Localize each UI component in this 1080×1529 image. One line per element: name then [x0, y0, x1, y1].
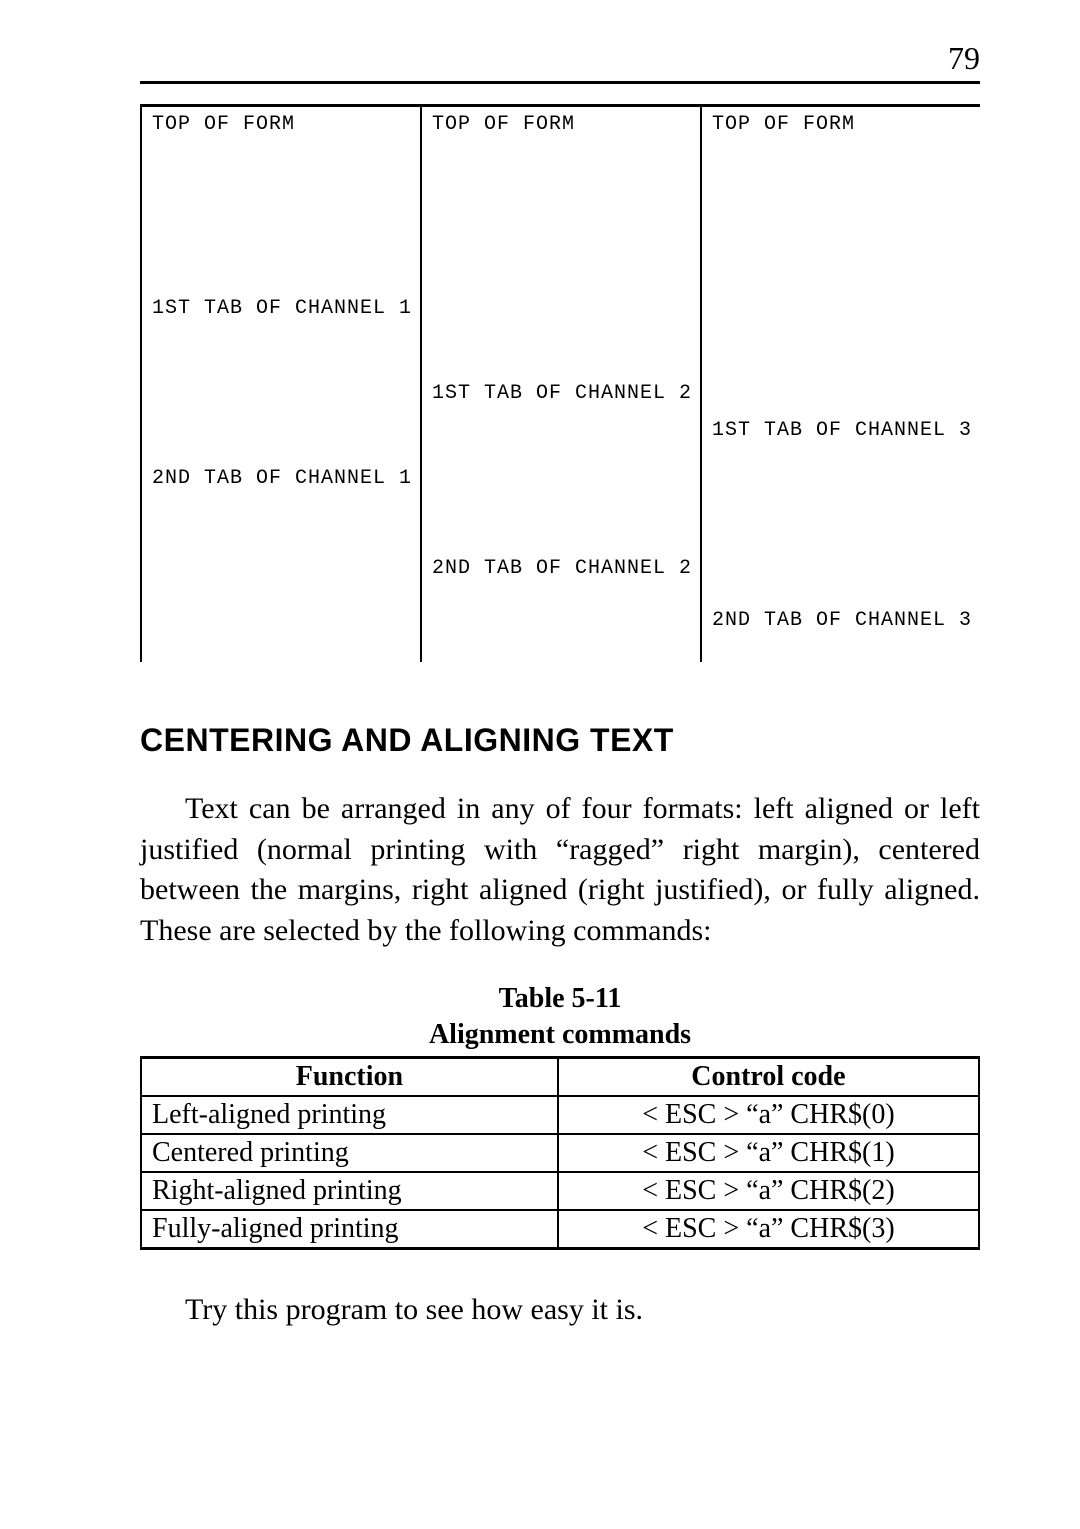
intro-paragraph: Text can be arranged in any of four form… — [140, 789, 980, 951]
table-row: Right-aligned printing < ESC > “a” CHR$(… — [141, 1172, 979, 1210]
table-row: Centered printing < ESC > “a” CHR$(1) — [141, 1134, 979, 1172]
diagram-col-2: TOP OF FORM 1ST TAB OF CHANNEL 2 2ND TAB… — [420, 107, 700, 662]
col1-tab1: 1ST TAB OF CHANNEL 1 — [152, 297, 412, 320]
col3-tab2: 2ND TAB OF CHANNEL 3 — [712, 609, 972, 632]
table-row: Fully-aligned printing < ESC > “a” CHR$(… — [141, 1210, 979, 1249]
page-number: 79 — [948, 40, 980, 76]
col2-tab1: 1ST TAB OF CHANNEL 2 — [432, 382, 692, 405]
col2-tab2: 2ND TAB OF CHANNEL 2 — [432, 557, 692, 580]
cell-code: < ESC > “a” CHR$(2) — [558, 1172, 979, 1210]
cell-function: Centered printing — [141, 1134, 558, 1172]
closing-paragraph: Try this program to see how easy it is. — [140, 1290, 980, 1331]
th-function: Function — [141, 1057, 558, 1096]
cell-code: < ESC > “a” CHR$(0) — [558, 1096, 979, 1134]
alignment-commands-table: Function Control code Left-aligned print… — [140, 1056, 980, 1250]
table-label: Table 5-11 — [499, 983, 622, 1014]
col1-top-of-form: TOP OF FORM — [152, 113, 295, 136]
cell-function: Left-aligned printing — [141, 1096, 558, 1134]
page: 79 TOP OF FORM 1ST TAB OF CHANNEL 1 2ND … — [0, 0, 1080, 1529]
cell-code: < ESC > “a” CHR$(3) — [558, 1210, 979, 1249]
col3-tab1: 1ST TAB OF CHANNEL 3 — [712, 419, 972, 442]
cell-function: Right-aligned printing — [141, 1172, 558, 1210]
table-caption: Table 5-11 Alignment commands — [140, 981, 980, 1054]
col2-top-of-form: TOP OF FORM — [432, 113, 575, 136]
table-header-row: Function Control code — [141, 1057, 979, 1096]
th-control-code: Control code — [558, 1057, 979, 1096]
diagram-col-3: TOP OF FORM 1ST TAB OF CHANNEL 3 2ND TAB… — [700, 107, 980, 662]
table-row: Left-aligned printing < ESC > “a” CHR$(0… — [141, 1096, 979, 1134]
cell-code: < ESC > “a” CHR$(1) — [558, 1134, 979, 1172]
section-title: CENTERING AND ALIGNING TEXT — [140, 722, 980, 759]
col3-top-of-form: TOP OF FORM — [712, 113, 855, 136]
col1-tab2: 2ND TAB OF CHANNEL 1 — [152, 467, 412, 490]
cell-function: Fully-aligned printing — [141, 1210, 558, 1249]
page-number-rule: 79 — [140, 40, 980, 84]
diagram-col-1: TOP OF FORM 1ST TAB OF CHANNEL 1 2ND TAB… — [140, 107, 420, 662]
tab-channel-diagram: TOP OF FORM 1ST TAB OF CHANNEL 1 2ND TAB… — [140, 104, 980, 662]
table-title: Alignment commands — [429, 1019, 691, 1050]
